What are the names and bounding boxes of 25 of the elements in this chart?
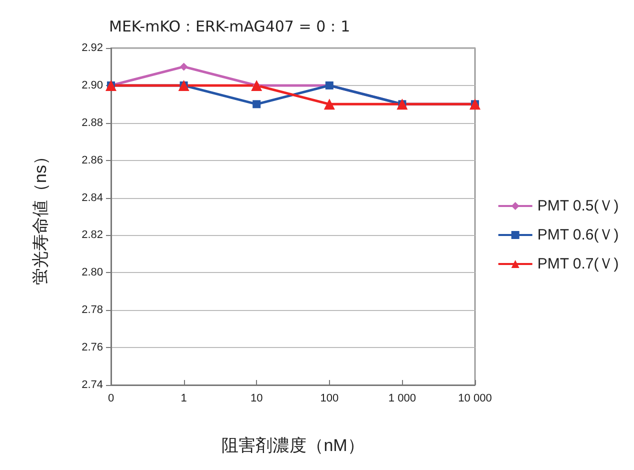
y-tick-label: 2.88 xyxy=(82,116,103,129)
x-tick-label: 1 000 xyxy=(388,392,416,404)
legend-label: PMT 0.6(Ｖ) xyxy=(537,226,619,244)
x-tick-label: 1 xyxy=(180,392,187,404)
y-tick-label: 2.74 xyxy=(82,379,103,391)
legend-label: PMT 0.7(Ｖ) xyxy=(537,256,619,272)
legend-label: PMT 0.5(Ｖ) xyxy=(537,198,619,214)
point xyxy=(252,100,261,108)
y-tick-label: 2.92 xyxy=(82,42,103,54)
y-tick-label: 2.76 xyxy=(82,342,103,354)
y-tick-label: 2.78 xyxy=(82,304,103,316)
y-tick-label: 2.82 xyxy=(82,229,103,242)
y-tick-label: 2.86 xyxy=(82,154,103,166)
y-axis-title: 蛍光寿命値（ns） xyxy=(31,148,50,285)
chart-title: MEK-mKO：ERK-mAG407 = 0：1 xyxy=(109,18,350,36)
x-axis-title: 阻害剤濃度（nM） xyxy=(222,436,364,455)
x-tick-label: 10 000 xyxy=(458,392,492,404)
x-tick-label: 0 xyxy=(108,392,114,404)
y-tick-label: 2.84 xyxy=(82,192,103,204)
y-tick-label: 2.80 xyxy=(82,266,103,279)
x-tick-label: 100 xyxy=(320,392,339,404)
point xyxy=(324,98,335,110)
x-tick-label: 10 xyxy=(250,392,263,404)
point xyxy=(180,62,188,71)
y-tick-label: 2.90 xyxy=(82,79,103,92)
